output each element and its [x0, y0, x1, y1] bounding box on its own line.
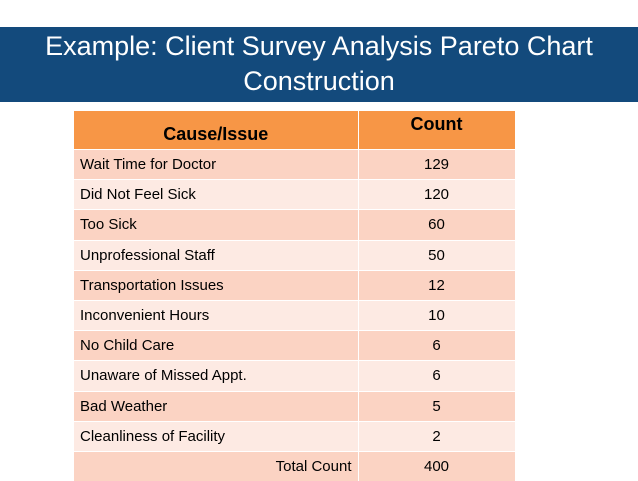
count-cell: 10: [358, 299, 516, 331]
count-cell: 6: [358, 360, 516, 391]
slide-title-line-2: Construction: [243, 66, 395, 96]
table-row: Did Not Feel Sick 120: [74, 179, 516, 210]
cause-cell: Too Sick: [74, 209, 359, 241]
table-row: Transportation Issues 12: [74, 269, 516, 301]
cause-cell: No Child Care: [74, 330, 359, 361]
table-row: Inconvenient Hours 10: [74, 299, 516, 331]
cause-cell: Cleanliness of Facility: [74, 420, 359, 452]
table-row: Wait Time for Doctor 129: [74, 148, 516, 180]
count-cell: 129: [358, 148, 516, 180]
header-cause-issue: Cause/Issue: [74, 111, 359, 150]
count-cell: 2: [358, 420, 516, 452]
table-row: Too Sick 60: [74, 209, 516, 241]
slide-title-line-1: Example: Client Survey Analysis Pareto C…: [45, 31, 593, 61]
table-row: Cleanliness of Facility 2: [74, 420, 516, 452]
table-row: Unaware of Missed Appt. 6: [74, 360, 516, 391]
cause-cell: Did Not Feel Sick: [74, 179, 359, 210]
table-header-row: Cause/Issue Count: [74, 111, 516, 150]
count-cell: 60: [358, 209, 516, 241]
cause-cell: Transportation Issues: [74, 269, 359, 301]
slide-title: Example: Client Survey Analysis Pareto C…: [0, 27, 638, 102]
cause-cell: Unaware of Missed Appt.: [74, 360, 359, 391]
count-cell: 6: [358, 330, 516, 361]
survey-table: Cause/Issue Count Wait Time for Doctor 1…: [74, 111, 516, 481]
table-row: Unprofessional Staff 50: [74, 239, 516, 271]
cause-cell: Wait Time for Doctor: [74, 148, 359, 180]
header-count: Count: [358, 111, 516, 150]
total-count-label: Total Count: [74, 450, 359, 481]
total-row: Total Count 400: [74, 450, 516, 481]
cause-cell: Unprofessional Staff: [74, 239, 359, 271]
table-row: Bad Weather 5: [74, 390, 516, 422]
count-cell: 5: [358, 390, 516, 422]
total-count-value: 400: [358, 450, 516, 481]
cause-cell: Inconvenient Hours: [74, 299, 359, 331]
count-cell: 120: [358, 179, 516, 210]
count-cell: 50: [358, 239, 516, 271]
cause-cell: Bad Weather: [74, 390, 359, 422]
table-row: No Child Care 6: [74, 330, 516, 361]
count-cell: 12: [358, 269, 516, 301]
